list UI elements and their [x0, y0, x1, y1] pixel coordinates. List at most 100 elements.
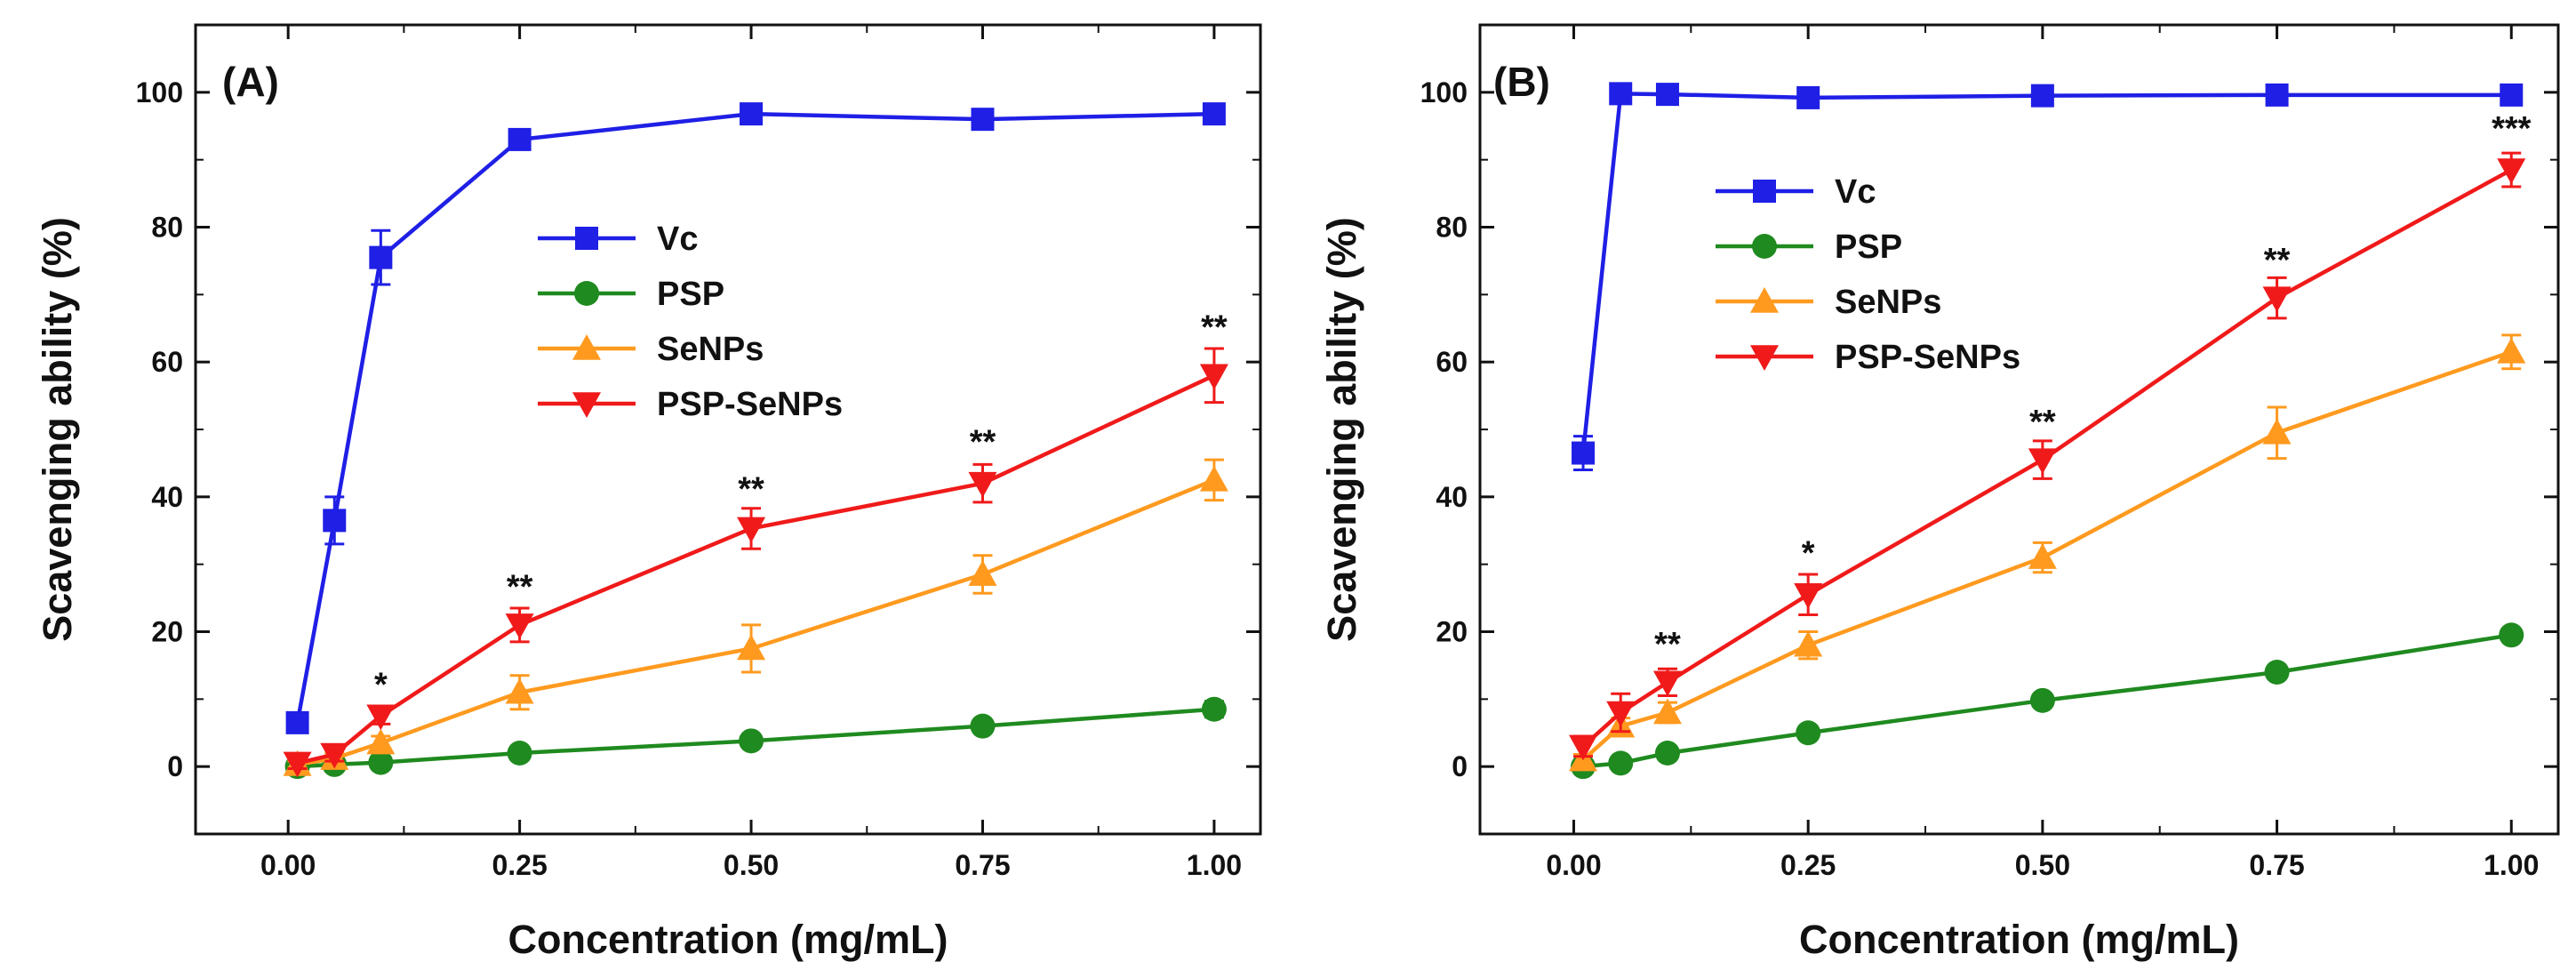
- legend-marker-psp: [1752, 234, 1777, 259]
- data-point-vc: [2030, 84, 2054, 108]
- plot-frame: [1478, 23, 2560, 836]
- x-tick-label: 0.50: [2015, 849, 2070, 881]
- legend-label-psp: PSP: [657, 276, 724, 313]
- y-axis-title: Scavenging ability (%): [1319, 217, 1364, 642]
- y-tick-label: 0: [167, 750, 183, 782]
- legend-marker-vc: [575, 227, 598, 250]
- series-vc: [1572, 82, 2524, 471]
- data-point-vc: [2500, 83, 2524, 107]
- data-point-psp: [507, 741, 532, 766]
- data-point-vc: [323, 509, 347, 533]
- data-point-psp: [1796, 720, 1821, 746]
- data-point-senps: [2497, 337, 2526, 364]
- data-point-vc: [1655, 83, 1679, 107]
- significance-label: **: [507, 569, 533, 606]
- significance-label: **: [1654, 626, 1681, 663]
- legend: Vc PSP SeNPs PSP-SeNPs: [538, 220, 843, 423]
- y-tick-label: 20: [1436, 616, 1468, 648]
- x-tick-label: 0.75: [955, 849, 1010, 881]
- y-tick-label: 40: [151, 481, 183, 513]
- data-point-senps: [505, 677, 534, 704]
- panel-label: (B): [1493, 59, 1550, 105]
- legend-label-psp-senps: PSP-SeNPs: [657, 386, 843, 423]
- legend-marker-psp-senps: [1750, 345, 1779, 371]
- chart-panel-a: 0 20 40 60 80 100 0.00 0.25 0.50 0.75 1.00 Concentr…: [35, 23, 1262, 962]
- x-tick-label: 1.00: [1187, 849, 1242, 881]
- data-point-vc: [971, 108, 995, 132]
- data-point-psp-senps: [283, 751, 312, 778]
- data-point-vc: [2265, 83, 2289, 107]
- series-vc: [285, 102, 1226, 734]
- data-point-psp: [368, 750, 394, 775]
- data-point-senps: [2028, 543, 2057, 569]
- data-point-vc: [369, 245, 393, 269]
- data-point-psp-senps: [2028, 448, 2057, 475]
- y-tick-label: 100: [1420, 76, 1468, 108]
- data-point-psp-senps: [320, 742, 349, 769]
- y-tick-label: 60: [1436, 346, 1468, 378]
- legend-label-psp: PSP: [1835, 228, 1902, 266]
- y-tick-label: 100: [136, 76, 183, 108]
- data-point-senps: [366, 728, 396, 755]
- x-tick-label: 1.00: [2484, 849, 2539, 881]
- legend-marker-psp: [574, 281, 599, 306]
- data-point-psp-senps: [366, 704, 396, 731]
- legend-label-vc: Vc: [1835, 173, 1876, 211]
- x-tick-label: 0.00: [1546, 849, 1601, 881]
- legend-label-senps: SeNPs: [657, 331, 764, 368]
- significance-label: **: [738, 471, 764, 509]
- x-axis-title: Concentration (mg/mL): [508, 917, 948, 962]
- x-tick-label: 0.25: [492, 849, 547, 881]
- legend-label-psp-senps: PSP-SeNPs: [1835, 339, 2020, 376]
- significance-label: **: [2029, 404, 2056, 441]
- y-tick-label: 60: [151, 346, 183, 378]
- x-axis-title: Concentration (mg/mL): [1799, 917, 2239, 962]
- data-point-psp-senps: [2497, 158, 2526, 185]
- data-point-psp: [1654, 741, 1680, 766]
- data-point-vc: [1609, 82, 1633, 106]
- significance-label: **: [970, 424, 996, 461]
- x-tick-label: 0.00: [260, 849, 316, 881]
- data-point-psp-senps: [1652, 670, 1682, 697]
- data-point-vc: [740, 102, 764, 126]
- data-point-senps: [968, 560, 997, 586]
- data-point-vc: [508, 127, 532, 151]
- significance-label: **: [2264, 242, 2291, 279]
- data-point-senps: [2262, 418, 2292, 445]
- legend-marker-vc: [1753, 180, 1776, 203]
- significance-label: *: [374, 667, 388, 704]
- data-point-psp: [2264, 660, 2290, 685]
- significance-label: *: [1802, 535, 1815, 573]
- data-point-psp-senps: [968, 471, 997, 498]
- data-point-vc: [1572, 441, 1596, 465]
- panel-label: (A): [222, 59, 279, 105]
- chart-panel-b: 0 20 40 60 80 100 0.00 0.25 0.50 0.75 1.00 Concentr…: [1319, 23, 2560, 962]
- data-point-psp-senps: [1199, 364, 1228, 390]
- y-tick-label: 0: [1452, 750, 1468, 782]
- legend-marker-psp-senps: [572, 392, 601, 418]
- legend: Vc PSP SeNPs PSP-SeNPs: [1716, 173, 2020, 376]
- x-tick-label: 0.75: [2249, 849, 2304, 881]
- series-psp: [284, 696, 1227, 780]
- data-point-psp-senps: [1606, 701, 1636, 727]
- series-line-psp-senps: [297, 373, 1215, 766]
- legend-marker-senps: [1750, 287, 1779, 313]
- y-tick-label: 80: [151, 212, 183, 244]
- data-point-psp-senps: [1569, 734, 1598, 761]
- data-point-psp: [1608, 750, 1634, 776]
- data-point-psp: [739, 728, 764, 754]
- series-psp-senps: [283, 347, 1228, 778]
- data-point-psp: [2499, 622, 2524, 648]
- legend-label-vc: Vc: [657, 220, 698, 258]
- data-point-senps: [1652, 698, 1682, 725]
- data-point-psp-senps: [505, 613, 534, 639]
- y-axis-title: Scavenging ability (%): [35, 217, 80, 642]
- data-point-psp: [970, 713, 996, 739]
- data-point-psp-senps: [737, 517, 766, 543]
- x-tick-label: 0.50: [724, 849, 779, 881]
- legend-marker-senps: [572, 334, 601, 360]
- data-point-vc: [1202, 102, 1226, 126]
- data-point-senps: [1794, 630, 1823, 657]
- data-point-psp-senps: [2262, 286, 2292, 313]
- data-point-senps: [1199, 465, 1228, 492]
